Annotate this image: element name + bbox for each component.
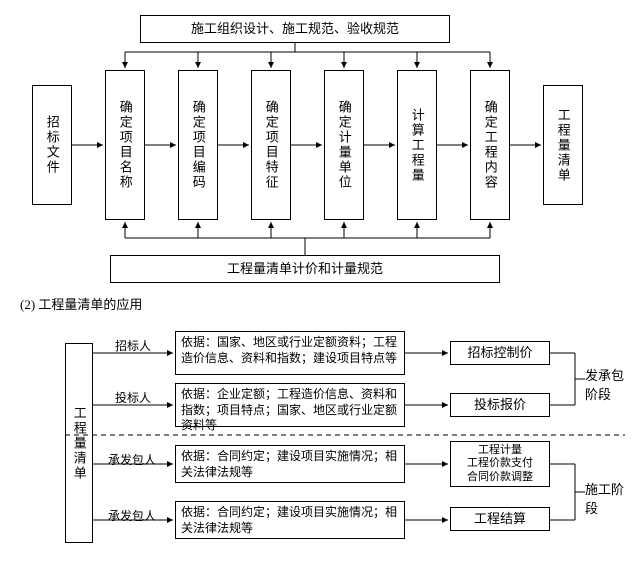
flowchart-bottom: 工程量清单 招标人 依据：国家、地区或行业定额资料；工程造价信息、资料和指数；建… <box>10 323 633 563</box>
bottom-regulations-box: 工程量清单计价和计量规范 <box>110 255 500 283</box>
node-2: 确定项目编码 <box>178 70 218 220</box>
result-1: 投标报价 <box>450 393 550 417</box>
desc-2: 依据：合同约定；建设项目实施情况；相关法律法规等 <box>175 445 405 483</box>
phase-1-label: 发承包阶段 <box>585 365 635 403</box>
flowchart-top: 施工组织设计、施工规范、验收规范 招标文件 确定项目名称 确定项目编码 确定项目… <box>10 10 633 290</box>
node-6: 确定工程内容 <box>470 70 510 220</box>
role-0: 招标人 <box>115 337 151 354</box>
node-4: 确定计量单位 <box>324 70 364 220</box>
node-5: 计算工程量 <box>397 70 437 220</box>
result-3: 工程结算 <box>450 507 550 531</box>
role-1: 投标人 <box>115 389 151 406</box>
role-2: 承发包人 <box>108 451 156 468</box>
node-0: 招标文件 <box>32 85 72 205</box>
node-7: 工程量清单 <box>543 85 583 205</box>
left-source-box: 工程量清单 <box>65 343 93 543</box>
node-3: 确定项目特征 <box>251 70 291 220</box>
flowchart-top-arrows <box>10 10 633 290</box>
node-1: 确定项目名称 <box>105 70 145 220</box>
role-3: 承发包人 <box>108 507 156 524</box>
top-regulations-box: 施工组织设计、施工规范、验收规范 <box>140 15 450 43</box>
desc-3: 依据：合同约定；建设项目实施情况；相关法律法规等 <box>175 501 405 539</box>
section-title: (2) 工程量清单的应用 <box>20 294 643 313</box>
result-2: 工程计量 工程价款支付 合同价款调整 <box>450 441 550 487</box>
phase-2-label: 施工阶段 <box>585 479 635 517</box>
desc-1: 依据：企业定额；工程造价信息、资料和指数；项目特点；国家、地区或行业定额资料等 <box>175 383 405 427</box>
result-0: 招标控制价 <box>450 341 550 365</box>
desc-0: 依据：国家、地区或行业定额资料；工程造价信息、资料和指数；建设项目特点等 <box>175 331 405 375</box>
